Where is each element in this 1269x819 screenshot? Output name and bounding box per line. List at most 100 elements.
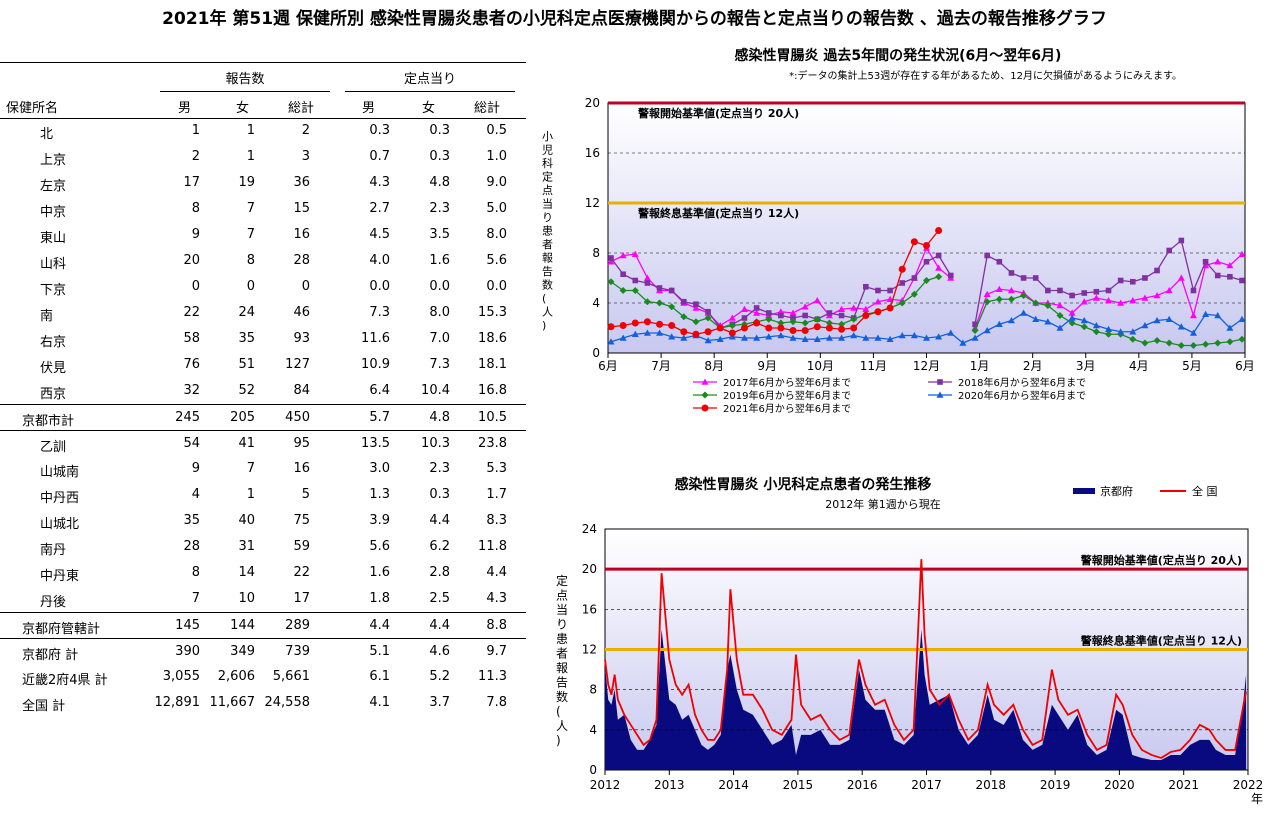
cell-pm: 0.0 bbox=[369, 279, 390, 294]
cell-pt: 4.4 bbox=[486, 565, 507, 580]
cell-t: 2 bbox=[301, 123, 310, 138]
cell-m: 54 bbox=[183, 436, 200, 451]
col-header-per-female: 女 bbox=[422, 101, 436, 116]
data-point bbox=[850, 315, 858, 323]
data-point bbox=[1105, 297, 1113, 304]
cell-pt: 4.3 bbox=[486, 591, 507, 606]
data-point bbox=[607, 338, 615, 345]
y-tick-label: 4 bbox=[589, 723, 597, 737]
row-name: 西京 bbox=[40, 387, 67, 402]
cell-f: 31 bbox=[238, 539, 255, 554]
x-tick-label: 2022 bbox=[1233, 778, 1264, 792]
data-point bbox=[1153, 337, 1161, 344]
data-point bbox=[607, 258, 615, 265]
cell-f: 11,667 bbox=[209, 695, 256, 710]
cell-f: 7 bbox=[246, 461, 255, 476]
table-header-columns: 保健所名 男 女 総計 男 女 総計 bbox=[0, 94, 526, 119]
x-tick-label: 10月 bbox=[807, 359, 834, 373]
cell-t: 15 bbox=[293, 201, 310, 216]
cell-pm: 3.9 bbox=[369, 513, 390, 528]
data-point bbox=[875, 287, 881, 294]
table-row: 全国 計 12,891 11,667 24,558 4.1 3.7 7.8 bbox=[0, 690, 526, 716]
data-point bbox=[947, 272, 954, 279]
data-point bbox=[1020, 275, 1027, 281]
data-point bbox=[740, 305, 748, 313]
data-point bbox=[923, 277, 930, 284]
data-point bbox=[899, 280, 906, 286]
series-4 bbox=[607, 227, 943, 338]
data-point bbox=[1117, 277, 1124, 284]
cell-pf: 2.3 bbox=[429, 461, 450, 476]
data-point bbox=[1177, 342, 1185, 349]
data-point bbox=[935, 333, 943, 340]
cell-t: 739 bbox=[285, 644, 310, 659]
cell-pt: 5.0 bbox=[486, 201, 507, 216]
cell-t: 75 bbox=[293, 513, 310, 528]
threshold-label: 警報終息基準値(定点当り 12人) bbox=[637, 206, 799, 220]
threshold-label: 警報開始基準値(定点当り 20人) bbox=[637, 106, 799, 120]
data-point bbox=[813, 297, 821, 304]
data-point bbox=[1214, 272, 1221, 279]
data-point bbox=[643, 329, 651, 336]
cell-t: 450 bbox=[285, 410, 310, 425]
cell-f: 1 bbox=[246, 149, 255, 164]
data-point bbox=[778, 312, 784, 319]
data-point bbox=[1007, 287, 1015, 294]
cell-t: 5,661 bbox=[272, 669, 310, 684]
data-point bbox=[1165, 339, 1173, 347]
data-point bbox=[631, 330, 639, 338]
cell-m: 0 bbox=[191, 279, 200, 294]
data-point bbox=[656, 329, 664, 336]
data-point bbox=[1069, 292, 1075, 299]
data-point bbox=[935, 264, 943, 271]
y-tick-label: 12 bbox=[585, 196, 600, 210]
cell-pf: 3.5 bbox=[429, 227, 450, 242]
data-point bbox=[1092, 322, 1100, 329]
x-tick-label: 2月 bbox=[1023, 359, 1043, 373]
row-name: 全国 計 bbox=[22, 699, 66, 714]
group-header-reports: 報告数 bbox=[160, 68, 330, 92]
data-point bbox=[983, 327, 991, 334]
cell-m: 9 bbox=[191, 227, 200, 242]
cell-m: 17 bbox=[183, 175, 200, 190]
table-row: 西京 32 52 84 6.4 10.4 16.8 bbox=[0, 378, 526, 404]
row-name: 下京 bbox=[40, 283, 67, 298]
data-point bbox=[1032, 315, 1040, 323]
data-point bbox=[1117, 328, 1125, 335]
cell-pm: 4.0 bbox=[369, 253, 390, 268]
cell-t: 289 bbox=[285, 618, 310, 633]
data-point bbox=[838, 334, 846, 341]
data-point bbox=[1153, 292, 1161, 299]
data-point bbox=[680, 334, 688, 341]
data-point bbox=[1068, 319, 1076, 327]
data-point bbox=[874, 334, 882, 341]
cell-pt: 5.3 bbox=[486, 461, 507, 476]
cell-pf: 0.3 bbox=[429, 487, 450, 502]
data-point bbox=[1081, 290, 1088, 296]
data-point bbox=[801, 303, 809, 310]
data-point bbox=[1020, 309, 1028, 316]
data-point bbox=[1129, 297, 1137, 304]
cell-f: 2,606 bbox=[217, 669, 255, 684]
table-row: 丹後 7 10 17 1.8 2.5 4.3 bbox=[0, 586, 526, 612]
series-3 bbox=[607, 309, 1246, 346]
data-point bbox=[1045, 287, 1051, 294]
data-point bbox=[1202, 258, 1209, 265]
data-point bbox=[801, 327, 809, 334]
chart-note: *:データの集計上53週が存在する年があるため、12月に欠損値があるようにみえま… bbox=[789, 69, 1182, 82]
x-tick-label: 2012 bbox=[590, 778, 621, 792]
data-point bbox=[862, 305, 870, 313]
x-tick-label: 2021 bbox=[1168, 778, 1199, 792]
data-point bbox=[608, 255, 614, 261]
area-series-kyoto bbox=[605, 629, 1247, 770]
cell-m: 28 bbox=[183, 539, 200, 554]
data-point bbox=[923, 334, 930, 341]
data-point bbox=[935, 227, 943, 234]
data-point bbox=[631, 319, 639, 327]
data-point bbox=[801, 335, 809, 343]
cell-pf: 4.4 bbox=[429, 513, 450, 528]
data-point bbox=[692, 304, 700, 311]
row-name: 京都府 計 bbox=[22, 648, 79, 663]
cell-f: 51 bbox=[238, 357, 255, 372]
cell-pf: 2.8 bbox=[429, 565, 450, 580]
